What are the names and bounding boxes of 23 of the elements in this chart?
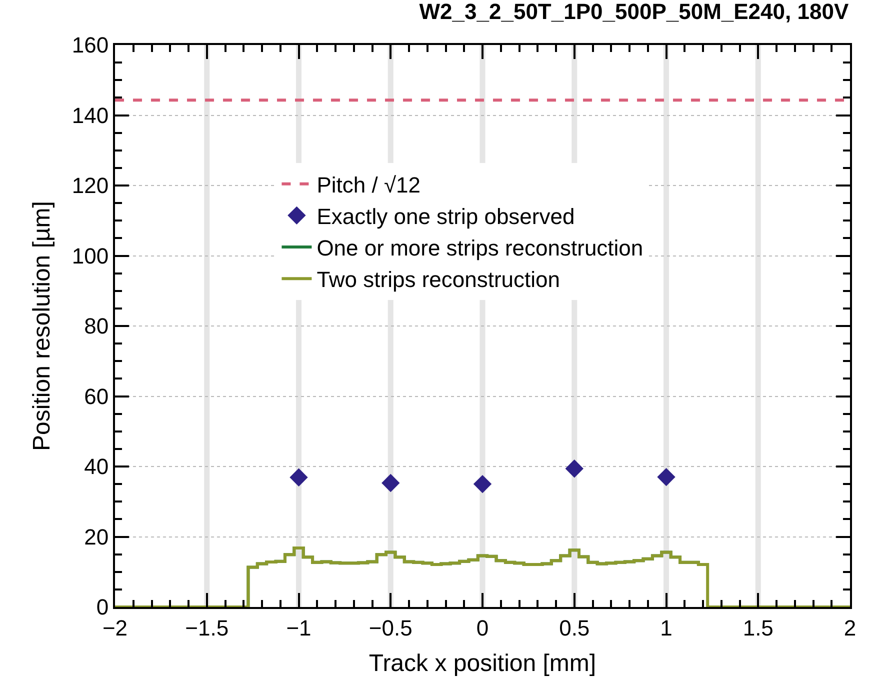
x-tick-label: 2 bbox=[844, 615, 856, 640]
legend-label: Two strips reconstruction bbox=[316, 267, 560, 292]
x-tick-label: 1 bbox=[660, 615, 672, 640]
chart-title: W2_3_2_50T_1P0_500P_50M_E240, 180V bbox=[419, 0, 849, 24]
y-tick-label: 140 bbox=[72, 102, 109, 128]
x-tick-label: 0.5 bbox=[559, 615, 590, 640]
y-tick-label: 20 bbox=[84, 524, 109, 550]
y-axis-title: Position resolution [µm] bbox=[28, 201, 56, 451]
legend-label: One or more strips reconstruction bbox=[316, 236, 644, 261]
x-tick-label: 0 bbox=[476, 615, 489, 640]
y-tick-label: 100 bbox=[72, 243, 109, 268]
x-tick-label: −1.5 bbox=[185, 615, 229, 640]
x-tick-label: 1.5 bbox=[742, 615, 774, 640]
y-tick-label: 120 bbox=[72, 173, 109, 198]
x-tick-label: −1 bbox=[286, 615, 312, 640]
x-tick-label: −0.5 bbox=[368, 615, 412, 640]
x-axis-title: Track x position [mm] bbox=[368, 650, 596, 678]
y-tick-label: 80 bbox=[84, 314, 109, 339]
legend-label: Pitch / √12 bbox=[316, 172, 420, 198]
y-tick-label: 60 bbox=[84, 384, 109, 409]
y-tick-label: 40 bbox=[84, 454, 109, 480]
y-tick-label: 160 bbox=[72, 32, 109, 58]
legend-label: Exactly one strip observed bbox=[316, 204, 575, 229]
